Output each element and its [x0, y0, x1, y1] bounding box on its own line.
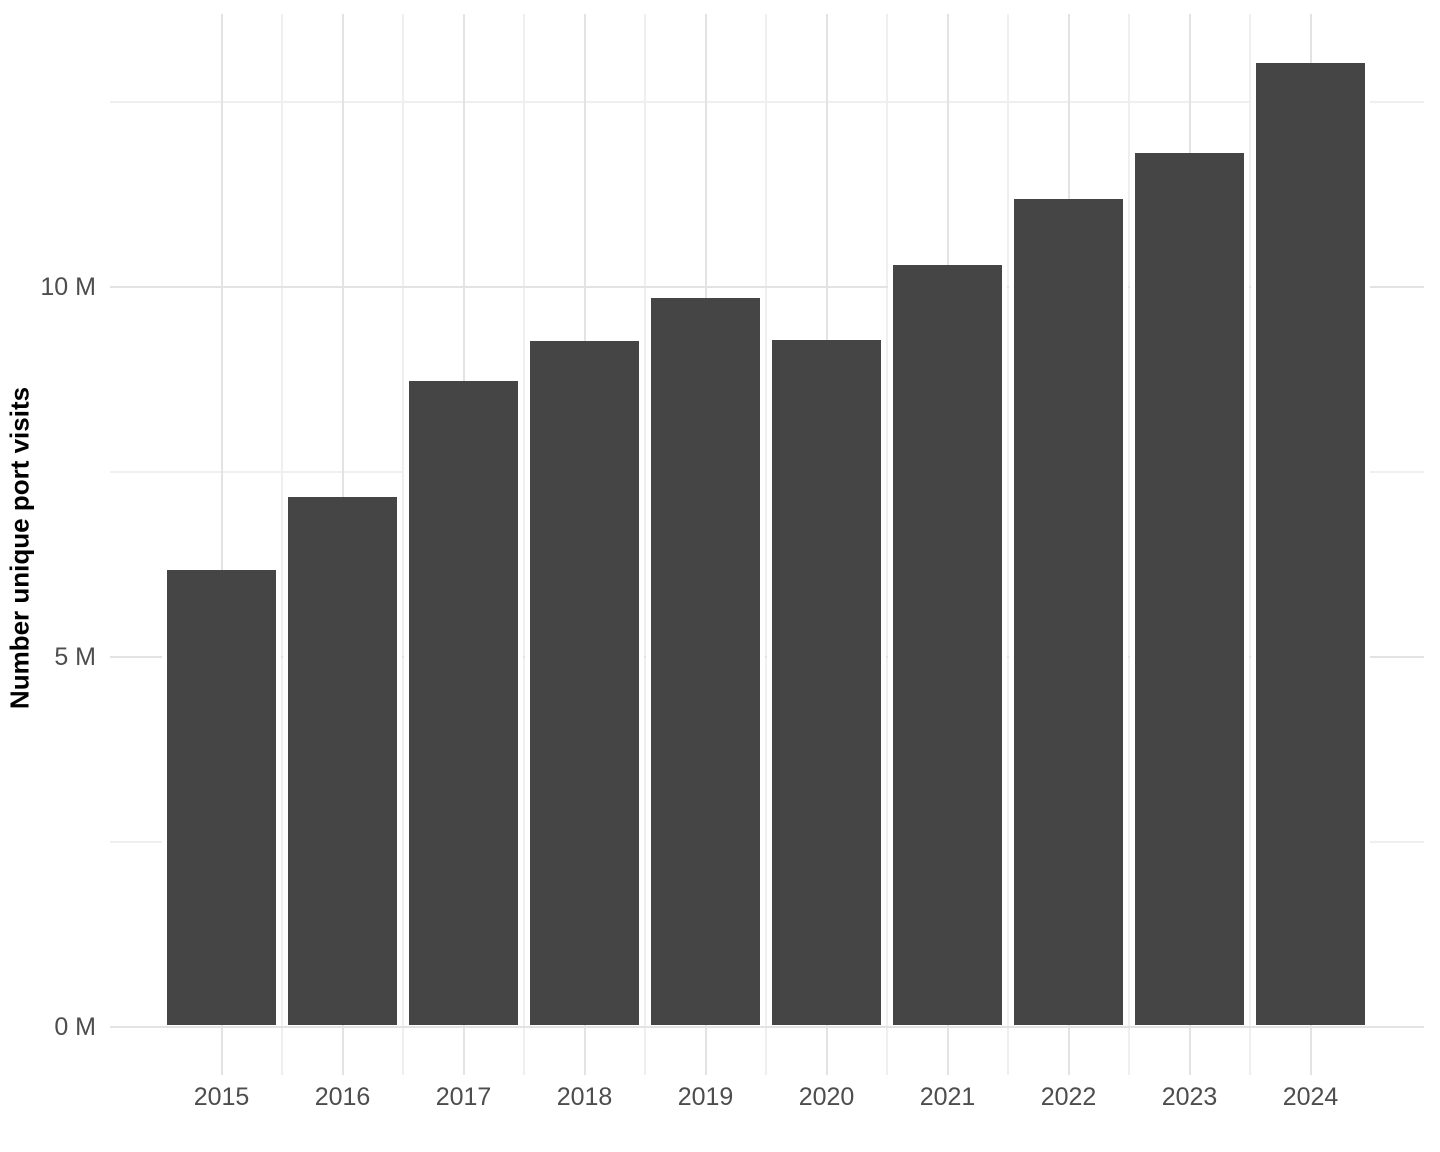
- bar: [767, 339, 886, 1025]
- bar: [404, 380, 523, 1025]
- x-tick-label: 2018: [556, 1083, 613, 1111]
- x-tick-label: 2024: [1282, 1083, 1339, 1111]
- gridline-x-minor: [402, 14, 404, 1075]
- gridline-x-minor: [1128, 14, 1130, 1075]
- gridline-x-minor: [644, 14, 646, 1075]
- gridline-x-minor: [886, 14, 888, 1075]
- bar: [888, 264, 1007, 1025]
- x-tick-label: 2019: [677, 1083, 734, 1111]
- x-tick-label: 2017: [435, 1083, 492, 1111]
- bar: [162, 569, 281, 1025]
- bar: [1251, 62, 1370, 1025]
- gridline-y-major: [110, 1026, 1424, 1028]
- bar: [283, 497, 402, 1025]
- y-tick-label: 5 M: [54, 643, 96, 671]
- x-tick-label: 2015: [193, 1083, 250, 1111]
- x-tick-label: 2023: [1161, 1083, 1218, 1111]
- gridline-x-minor: [281, 14, 283, 1075]
- y-tick-label: 0 M: [54, 1013, 96, 1041]
- x-tick-label: 2022: [1040, 1083, 1097, 1111]
- gridline-x-major: [220, 14, 223, 1075]
- bar: [525, 341, 644, 1025]
- y-axis-title: Number unique port visits: [4, 386, 35, 710]
- gridline-x-minor: [1249, 14, 1251, 1075]
- x-tick-label: 2016: [314, 1083, 371, 1111]
- gridline-x-minor: [523, 14, 525, 1075]
- gridline-x-minor: [1007, 14, 1009, 1075]
- x-tick-label: 2021: [919, 1083, 976, 1111]
- gridline-y-major: [110, 286, 1424, 288]
- gridline-x-minor: [765, 14, 767, 1075]
- bar: [1130, 153, 1249, 1025]
- gridline-y-minor: [110, 101, 1424, 103]
- bar: [646, 298, 765, 1025]
- bar: [1009, 198, 1128, 1025]
- y-tick-label: 10 M: [40, 273, 96, 301]
- x-tick-label: 2020: [798, 1083, 855, 1111]
